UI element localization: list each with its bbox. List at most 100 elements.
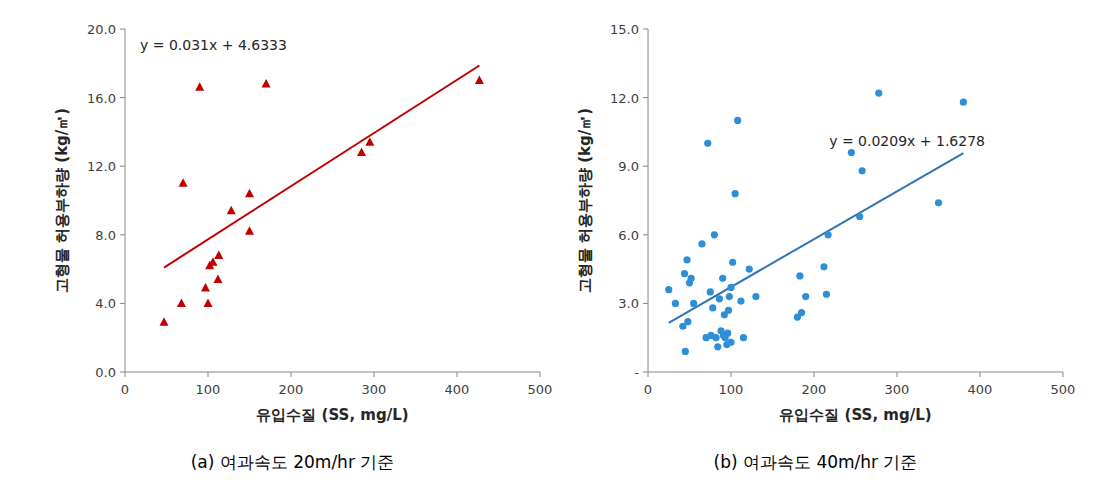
y-tick [120, 372, 125, 373]
x-tick-label: 400 [968, 382, 993, 397]
point [960, 99, 967, 106]
y-tick-label: 20.0 [87, 22, 116, 37]
equation: y = 0.031x + 4.6333 [140, 37, 287, 53]
point [714, 343, 721, 350]
point [227, 206, 236, 215]
x-tick [374, 372, 375, 377]
chart: 0 100 200 300 400 500 0.0 4.0 8.0 12.0 16.0 20.0 y =… [53, 22, 552, 472]
point [725, 307, 732, 314]
point [856, 213, 863, 220]
x-tick-label: 0 [644, 382, 652, 397]
point [732, 190, 739, 197]
x-tick-label: 200 [802, 382, 827, 397]
y-tick-label: 4.0 [95, 296, 116, 311]
point [798, 309, 805, 316]
point [681, 270, 688, 277]
x-tick [980, 372, 981, 377]
point [704, 140, 711, 147]
caption: (a) 여과속도 20m/hr 기준 [191, 452, 395, 472]
point [665, 286, 672, 293]
y-tick-label: 8.0 [95, 228, 116, 243]
point [875, 89, 882, 96]
point [682, 348, 689, 355]
y-tick-label: 16.0 [87, 91, 116, 106]
y-tick [643, 372, 648, 373]
point [245, 189, 254, 198]
point [726, 293, 733, 300]
y-tick [643, 303, 648, 304]
point [262, 79, 271, 88]
point [719, 275, 726, 282]
y-tick [120, 166, 125, 167]
y-tick-label: 15.0 [610, 22, 639, 37]
x-tick [457, 372, 458, 377]
plot-area [160, 66, 484, 326]
equation: y = 0.0209x + 1.6278 [829, 133, 985, 149]
point [204, 298, 213, 307]
point [357, 147, 366, 156]
x-tick-label: 500 [1051, 382, 1076, 397]
point [729, 259, 736, 266]
x-tick [125, 372, 126, 377]
x-tick-label: 500 [528, 382, 553, 397]
figure: 0 100 200 300 400 500 0.0 4.0 8.0 12.0 16.0 20.0 y =… [0, 0, 1094, 484]
point [727, 284, 734, 291]
y-tick-label: 12.0 [87, 159, 116, 174]
y-tick [120, 303, 125, 304]
point [690, 300, 697, 307]
y-tick-label: 9.0 [618, 159, 639, 174]
point [740, 334, 747, 341]
y-tick [120, 29, 125, 30]
y-tick [643, 97, 648, 98]
point [848, 149, 855, 156]
x-tick [291, 372, 292, 377]
point [802, 293, 809, 300]
point [684, 318, 691, 325]
point [859, 167, 866, 174]
point [707, 288, 714, 295]
x-tick-label: 300 [362, 382, 387, 397]
point [752, 293, 759, 300]
point [160, 317, 169, 326]
x-tick-label: 100 [196, 382, 221, 397]
point [213, 274, 222, 283]
point [716, 295, 723, 302]
point [688, 275, 695, 282]
x-tick [208, 372, 209, 377]
y-tick-label: 0.0 [95, 365, 116, 380]
point [734, 117, 741, 124]
x-tick [648, 372, 649, 377]
x-axis-label: 유입수질 (SS, mg/L) [779, 406, 931, 424]
x-axis-label: 유입수질 (SS, mg/L) [256, 406, 408, 424]
x-tick-label: 100 [719, 382, 744, 397]
y-axis-label: 고형물 허용부하량 (kg/㎡) [576, 108, 594, 293]
x-tick-label: 200 [279, 382, 304, 397]
x-tick-label: 300 [885, 382, 910, 397]
point [823, 291, 830, 298]
y-axis-label: 고형물 허용부하량 (kg/㎡) [53, 108, 71, 293]
point [177, 298, 186, 307]
point [712, 334, 719, 341]
point [737, 298, 744, 305]
point [179, 178, 188, 187]
x-tick [814, 372, 815, 377]
y-tick [643, 29, 648, 30]
x-tick-label: 400 [445, 382, 470, 397]
y-tick [120, 234, 125, 235]
point [709, 304, 716, 311]
x-axis [648, 372, 1063, 373]
y-tick-label: - [634, 365, 639, 380]
point [475, 75, 484, 84]
y-tick-label: 3.0 [618, 296, 639, 311]
point [825, 231, 832, 238]
point [245, 226, 254, 235]
x-tick [731, 372, 732, 377]
y-axis [648, 29, 649, 372]
x-tick-label: 0 [121, 382, 129, 397]
point [711, 231, 718, 238]
point [796, 272, 803, 279]
y-tick [643, 166, 648, 167]
x-tick [1063, 372, 1064, 377]
point [195, 82, 204, 91]
x-axis [125, 372, 540, 373]
